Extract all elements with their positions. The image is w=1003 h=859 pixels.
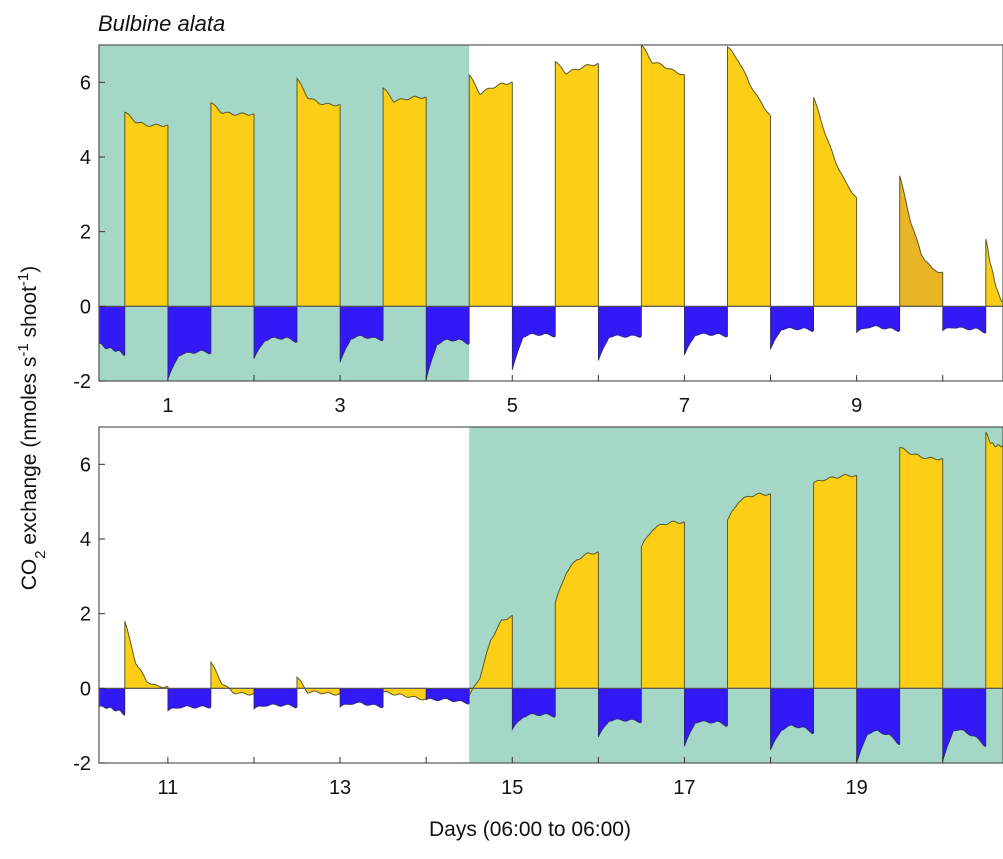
night-respiration-area: [598, 305, 642, 361]
day-uptake-area: [899, 175, 944, 307]
top-panel: 6 4 2 0 -2 1 3 5 7 9: [73, 44, 1003, 417]
y-tick-label: -2: [73, 753, 91, 775]
night-respiration-area: [684, 305, 728, 356]
night-respiration-area: [511, 305, 556, 370]
day-uptake-area: [554, 551, 599, 689]
night-respiration-area: [770, 305, 814, 350]
day-uptake-area: [985, 431, 1003, 689]
plot-frame: [98, 44, 1003, 382]
night-respiration-area: [99, 305, 126, 357]
y-tick-label: 4: [80, 147, 91, 169]
day-uptake-area: [210, 102, 255, 307]
x-tick-label: 13: [329, 777, 351, 799]
day-uptake-area: [727, 492, 771, 689]
plot-frame: [98, 426, 1003, 764]
night-respiration-area: [425, 305, 470, 380]
day-uptake-area: [985, 238, 1003, 307]
day-uptake-area: [210, 660, 255, 696]
day-uptake-area: [640, 520, 685, 689]
night-respiration-area: [770, 687, 814, 751]
x-tick-label: 1: [162, 395, 173, 417]
x-tick-label: 17: [673, 777, 695, 799]
day-uptake-area: [296, 675, 341, 696]
day-uptake-area: [813, 97, 858, 307]
chart-title: Bulbine alata: [98, 11, 225, 36]
night-respiration-area: [167, 687, 212, 712]
x-tick-label: 9: [851, 395, 862, 417]
y-tick-label: 0: [80, 296, 91, 318]
night-respiration-area: [942, 687, 987, 762]
y-axis-title: CO2 exchange (nmoles s-1 shoot-1): [15, 266, 49, 591]
x-tick-label: 11: [157, 777, 178, 799]
day-uptake-area: [468, 73, 513, 307]
day-uptake-area: [899, 446, 944, 689]
day-uptake-area: [554, 60, 599, 307]
day-uptake-area: [124, 111, 169, 307]
night-respiration-area: [339, 305, 384, 363]
plot-area: [99, 427, 1003, 763]
y-tick-label: -2: [73, 371, 91, 393]
night-respiration-area: [167, 305, 212, 380]
day-uptake-area: [468, 614, 513, 697]
y-tick-label: 2: [80, 222, 91, 244]
night-respiration-area: [511, 687, 556, 731]
y-tick-label: 6: [80, 72, 91, 94]
y-tick-label: 4: [80, 529, 91, 551]
day-uptake-area: [382, 86, 427, 307]
night-respiration-area: [339, 687, 384, 709]
y-tick-label: 6: [80, 454, 91, 476]
night-respiration-area: [684, 687, 728, 747]
night-respiration-area: [942, 305, 987, 334]
night-respiration-area: [598, 687, 642, 738]
x-tick-label: 19: [846, 777, 868, 799]
bottom-panel: 6 4 2 0 -2 11 13 15 17 19: [73, 426, 1003, 799]
day-uptake-area: [727, 45, 771, 307]
night-respiration-area: [856, 305, 901, 334]
plot-area: [99, 45, 1003, 381]
x-axis-title: Days (06:00 to 06:00): [429, 818, 631, 841]
night-respiration-area: [856, 687, 901, 763]
x-tick-label: 3: [335, 395, 346, 417]
y-tick-label: 0: [80, 678, 91, 700]
night-respiration-area: [425, 687, 470, 705]
y-tick-label: 2: [80, 604, 91, 626]
night-respiration-area: [253, 687, 298, 710]
x-tick-label: 5: [507, 395, 518, 417]
night-respiration-area: [99, 687, 126, 716]
day-uptake-area: [640, 45, 685, 307]
x-tick-label: 15: [501, 777, 523, 799]
day-uptake-area: [813, 473, 858, 689]
day-uptake-area: [296, 77, 341, 307]
x-tick-label: 7: [679, 395, 690, 417]
day-uptake-area: [382, 687, 427, 701]
day-uptake-area: [124, 620, 169, 689]
night-respiration-area: [253, 305, 298, 359]
